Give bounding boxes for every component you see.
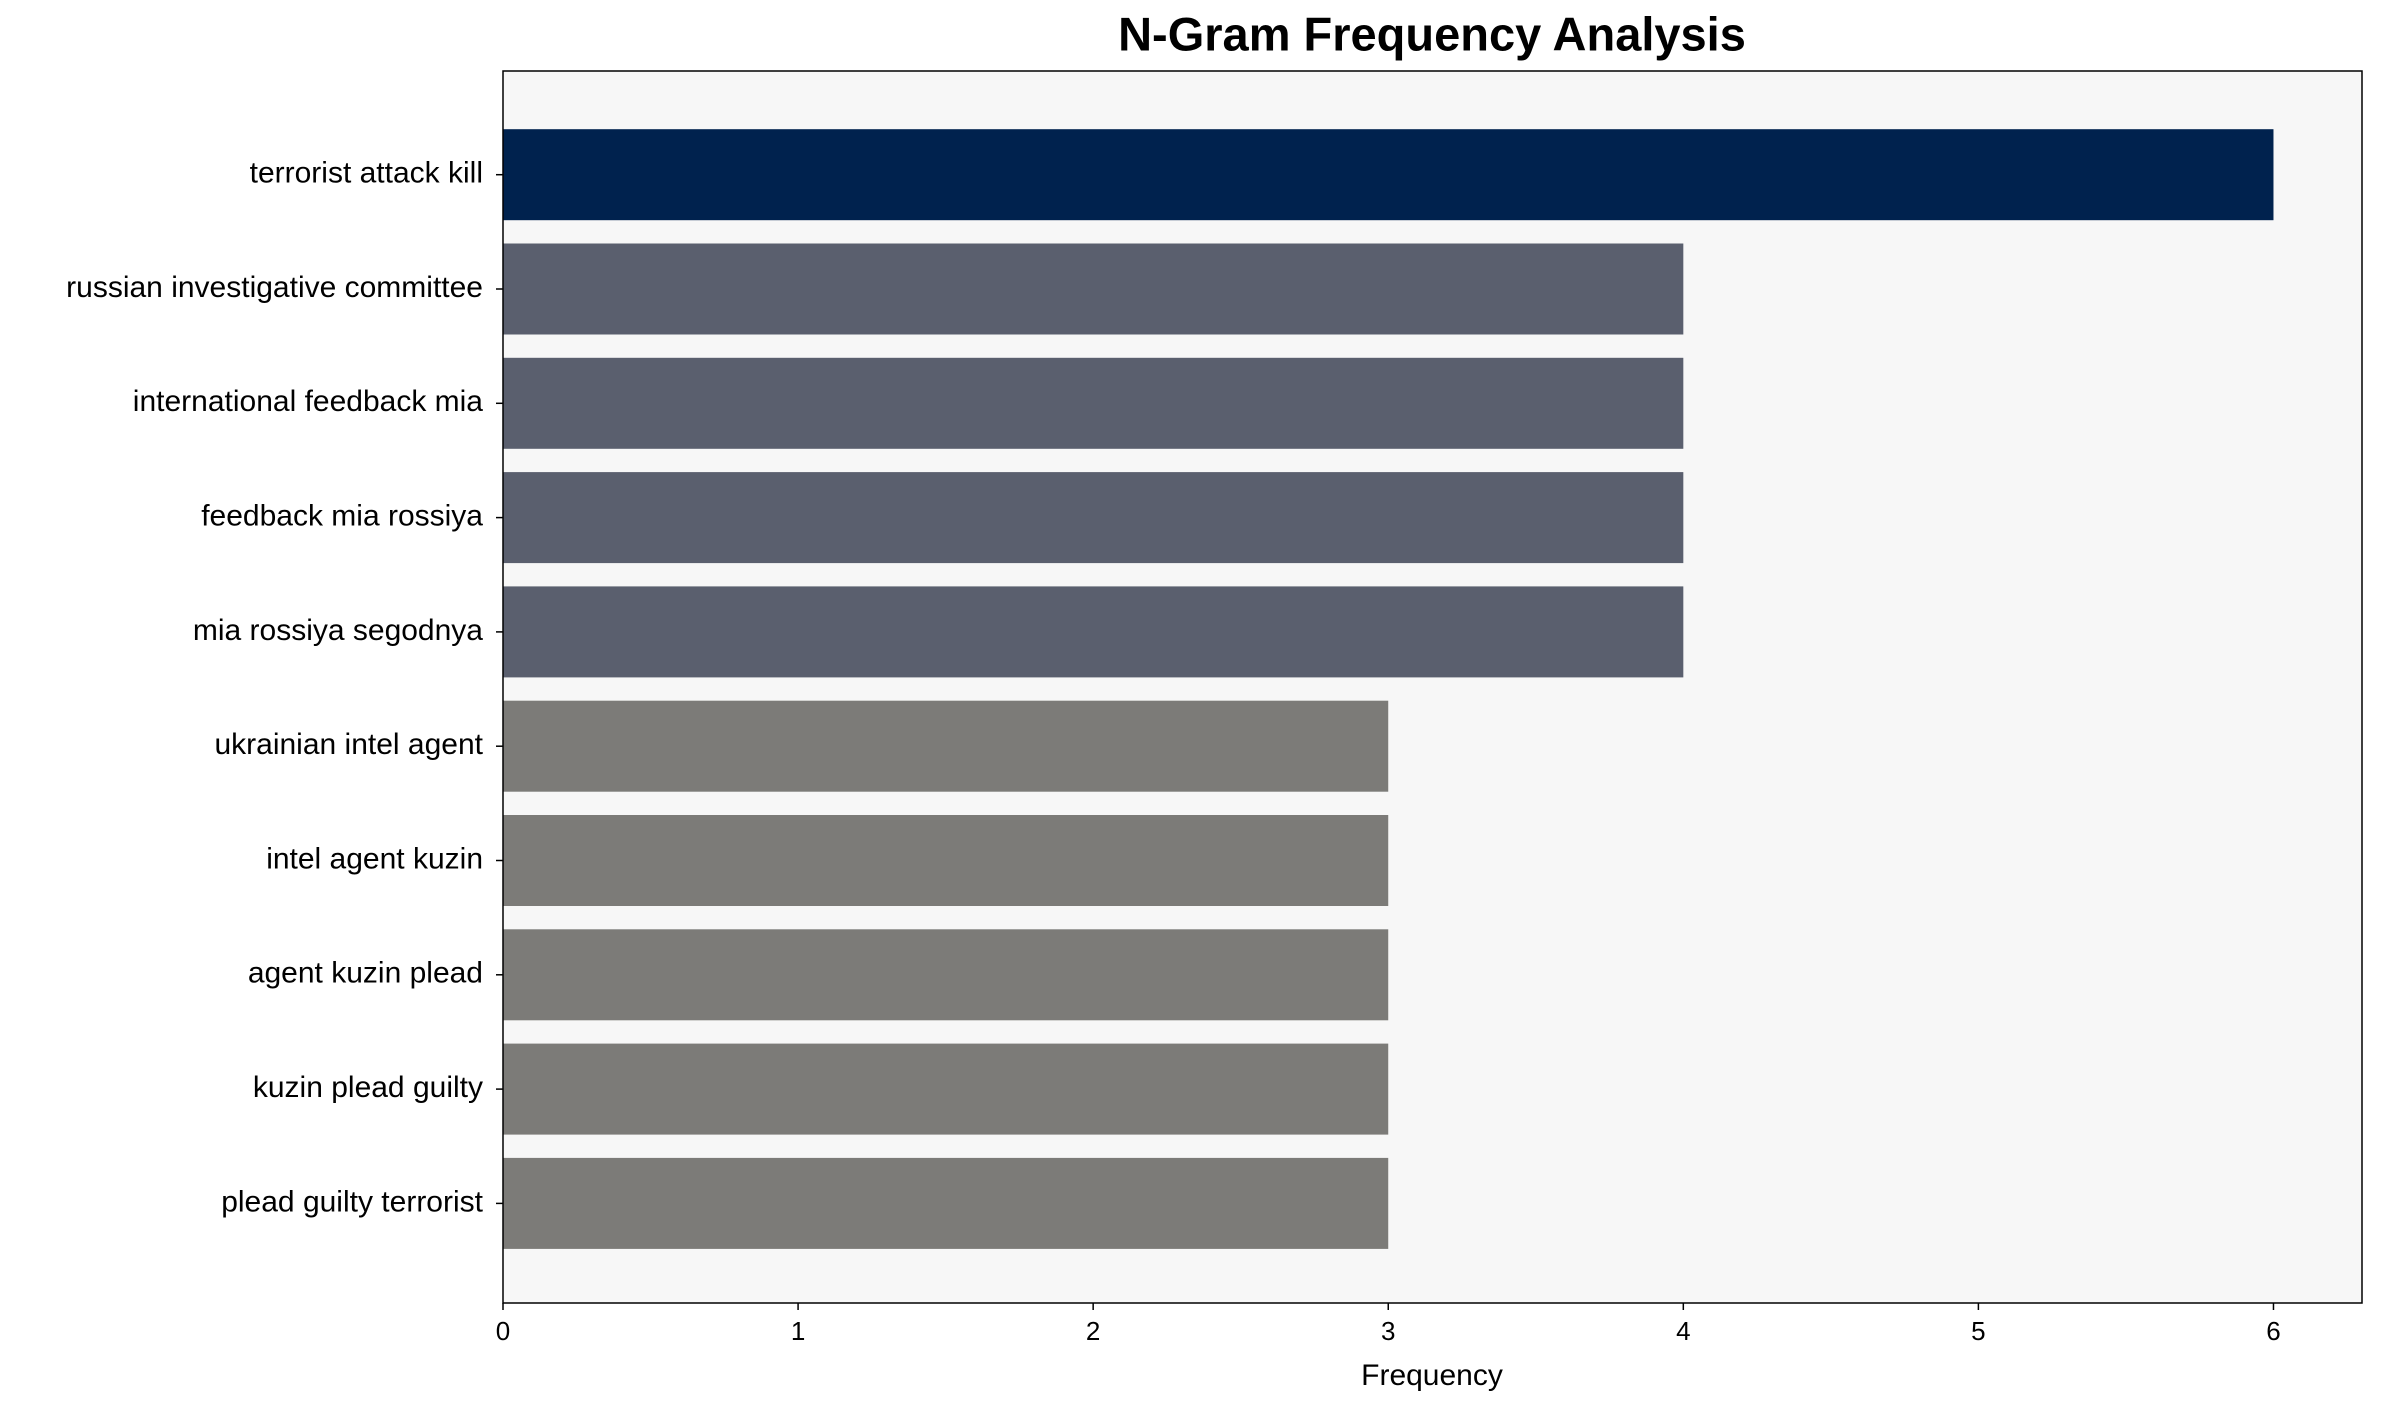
y-tick-label: feedback mia rossiya (201, 500, 483, 533)
x-tick-label: 5 (1971, 1316, 1985, 1346)
x-tick-label: 2 (1086, 1316, 1100, 1346)
axes-frame (502, 70, 2363, 1304)
bar (503, 472, 1684, 564)
y-tick-label: agent kuzin plead (248, 957, 483, 990)
y-tick-label: kuzin plead guilty (253, 1071, 483, 1104)
y-tick-label: ukrainian intel agent (214, 728, 483, 761)
y-tick-label: russian investigative committee (66, 271, 483, 304)
chart-title: N-Gram Frequency Analysis (1118, 7, 1746, 60)
bar (503, 815, 1389, 906)
bar (503, 1043, 1389, 1135)
x-tick-label: 4 (1676, 1316, 1690, 1346)
bar (503, 243, 1684, 335)
x-axis-label: Frequency (1361, 1359, 1503, 1392)
bar (503, 1157, 1389, 1249)
x-tick-label: 3 (1381, 1316, 1395, 1346)
y-tick-label: terrorist attack kill (250, 157, 483, 190)
y-tick-label: international feedback mia (133, 385, 484, 418)
x-tick-label: 0 (496, 1316, 510, 1346)
bar (503, 700, 1389, 792)
bar (503, 929, 1389, 1021)
bar (503, 129, 2274, 221)
bar (503, 357, 1684, 449)
bar (503, 586, 1684, 678)
y-tick-label: plead guilty terrorist (221, 1185, 483, 1218)
x-tick-label: 6 (2266, 1316, 2280, 1346)
y-tick-label: mia rossiya segodnya (193, 614, 483, 647)
x-tick-label: 1 (791, 1316, 805, 1346)
y-tick-label: intel agent kuzin (266, 842, 483, 875)
